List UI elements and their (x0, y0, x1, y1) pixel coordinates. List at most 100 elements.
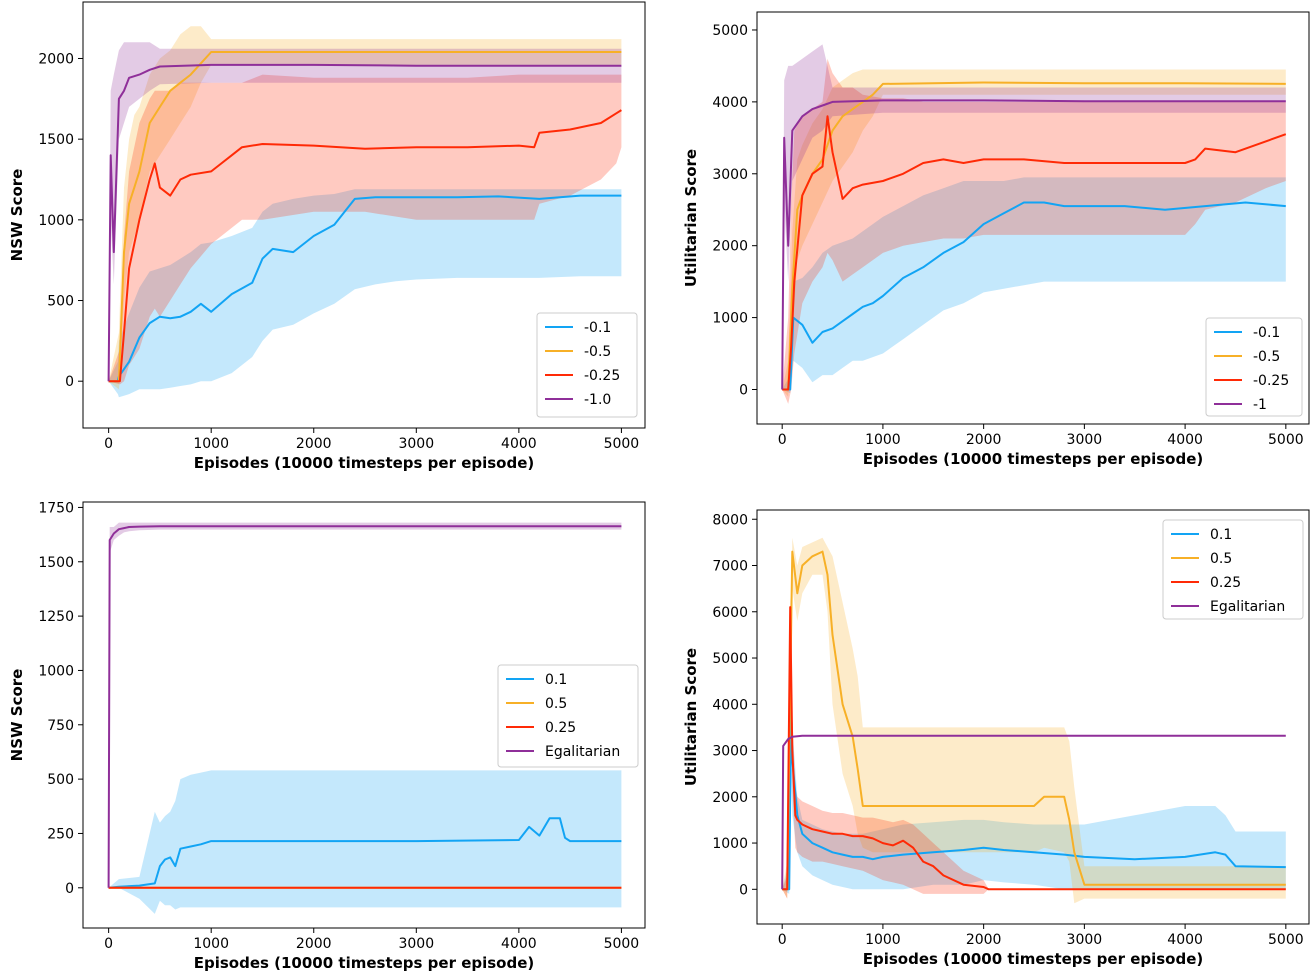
legend-box (1205, 317, 1303, 417)
x-tick-label: 3000 (1067, 432, 1103, 448)
legend-label: -1.0 (584, 392, 611, 408)
legend: 0.1 0.5 0.25 Egalitarian (497, 664, 639, 768)
legend-label: 0.1 (1210, 527, 1232, 543)
series-line-Egalitarian (781, 734, 1286, 890)
legend: 0.1 0.5 0.25 Egalitarian (1162, 519, 1304, 620)
series-line--0.25 (108, 109, 622, 383)
y-tick-label: 500 (47, 772, 74, 788)
y-axis-label: NSW Score (8, 169, 26, 262)
series-line--0.1 (782, 201, 1286, 391)
y-axis-label: Utilitarian Score (682, 149, 700, 287)
band-0.25 (782, 597, 1286, 899)
y-tick-label: 0 (739, 882, 748, 898)
legend: -0.1 -0.5 -0.25 -1.0 (536, 312, 638, 418)
y-tick-label: 4000 (712, 697, 748, 713)
x-tick-label: 0 (104, 436, 113, 452)
x-tick-label: 4000 (501, 436, 537, 452)
legend-label: 0.25 (1210, 575, 1241, 591)
x-tick-label: 0 (778, 932, 787, 948)
series-line--1.0 (107, 63, 622, 382)
chart-4: 0 1000 2000 3000 4000 5000 0 1000 2000 3000 4000 50… (682, 509, 1310, 968)
y-tick-label: 1000 (38, 663, 74, 679)
y-tick-label: 1000 (712, 311, 748, 327)
y-tick-label: 500 (47, 294, 74, 310)
series-line--0.5 (108, 51, 622, 383)
legend-label: 0.5 (1210, 551, 1232, 567)
band--0.25 (782, 58, 1286, 404)
band-0.1 (108, 770, 622, 914)
y-axis-label: NSW Score (8, 669, 26, 762)
x-tick-label: 5000 (604, 436, 640, 452)
legend-label: 0.25 (545, 720, 576, 736)
y-tick-label: 5000 (712, 23, 748, 39)
x-tick-label: 1000 (865, 432, 901, 448)
legend-label: -0.5 (1253, 349, 1280, 365)
y-tick-label: 1250 (38, 609, 74, 625)
y-tick-label: 0 (65, 881, 74, 897)
legend-label: Egalitarian (1210, 599, 1285, 615)
legend-label: 0.5 (545, 696, 567, 712)
legend-label: -0.5 (584, 344, 611, 360)
y-tick-label: 4000 (712, 95, 748, 111)
y-tick-label: 750 (47, 718, 74, 734)
series-line-0.5 (782, 550, 1286, 891)
series-line-Egalitarian (107, 525, 622, 888)
y-tick-label: 0 (739, 382, 748, 398)
x-tick-label: 2000 (296, 436, 332, 452)
y-tick-label: 1750 (38, 500, 74, 516)
y-tick-label: 2000 (712, 239, 748, 255)
x-tick-label: 5000 (604, 936, 640, 952)
y-tick-label: 1000 (712, 836, 748, 852)
series-line-0.25 (782, 606, 1286, 891)
x-tick-label: 4000 (501, 936, 537, 952)
x-tick-label: 3000 (1067, 932, 1103, 948)
series-line--1 (781, 99, 1286, 390)
y-tick-label: 5000 (712, 651, 748, 667)
axes-frame (756, 11, 1310, 425)
y-tick-label: 3000 (712, 167, 748, 183)
axes-frame (82, 501, 646, 929)
legend-box (497, 664, 639, 768)
band--0.1 (108, 189, 622, 398)
legend: -0.1 -0.5 -0.25 -1 (1205, 317, 1303, 417)
legend-label: -0.1 (584, 320, 611, 336)
legend-label: -1 (1253, 397, 1267, 413)
x-tick-label: 4000 (1167, 432, 1203, 448)
x-axis-label: Episodes (10000 timesteps per episode) (863, 950, 1204, 968)
legend-label: -0.25 (584, 368, 620, 384)
x-tick-label: 2000 (296, 936, 332, 952)
y-tick-label: 2000 (38, 51, 74, 67)
legend-box (536, 312, 638, 418)
legend-label: 0.1 (545, 672, 567, 688)
x-tick-label: 3000 (398, 936, 434, 952)
x-tick-label: 0 (104, 936, 113, 952)
y-tick-label: 3000 (712, 744, 748, 760)
x-tick-label: 4000 (1167, 932, 1203, 948)
band--1.0 (108, 42, 622, 382)
axes-frame (82, 1, 646, 429)
y-tick-label: 1500 (38, 555, 74, 571)
x-tick-label: 2000 (966, 932, 1002, 948)
x-tick-label: 5000 (1268, 932, 1304, 948)
band-0.1 (782, 676, 1286, 894)
y-tick-label: 2000 (712, 790, 748, 806)
x-tick-label: 0 (778, 432, 787, 448)
y-tick-label: 1000 (38, 213, 74, 229)
series-line--0.1 (108, 194, 622, 383)
series-line-0.1 (782, 703, 1286, 891)
axes-frame (756, 509, 1310, 925)
y-tick-label: 0 (65, 374, 74, 390)
band-0.5 (782, 537, 1286, 904)
x-tick-label: 5000 (1268, 432, 1304, 448)
legend-label: -0.25 (1253, 373, 1289, 389)
y-tick-label: 250 (47, 826, 74, 842)
series-line--0.5 (782, 81, 1286, 391)
x-tick-label: 1000 (193, 436, 229, 452)
series-line--0.25 (782, 115, 1287, 391)
legend-label: -0.1 (1253, 325, 1280, 341)
x-tick-label: 3000 (398, 436, 434, 452)
legend-label: Egalitarian (545, 744, 620, 760)
chart-3: 0 1000 2000 3000 4000 5000 0 250 500 750 1000 1250 1… (8, 500, 646, 972)
x-axis-label: Episodes (10000 timesteps per episode) (194, 454, 535, 472)
x-axis-label: Episodes (10000 timesteps per episode) (194, 954, 535, 972)
